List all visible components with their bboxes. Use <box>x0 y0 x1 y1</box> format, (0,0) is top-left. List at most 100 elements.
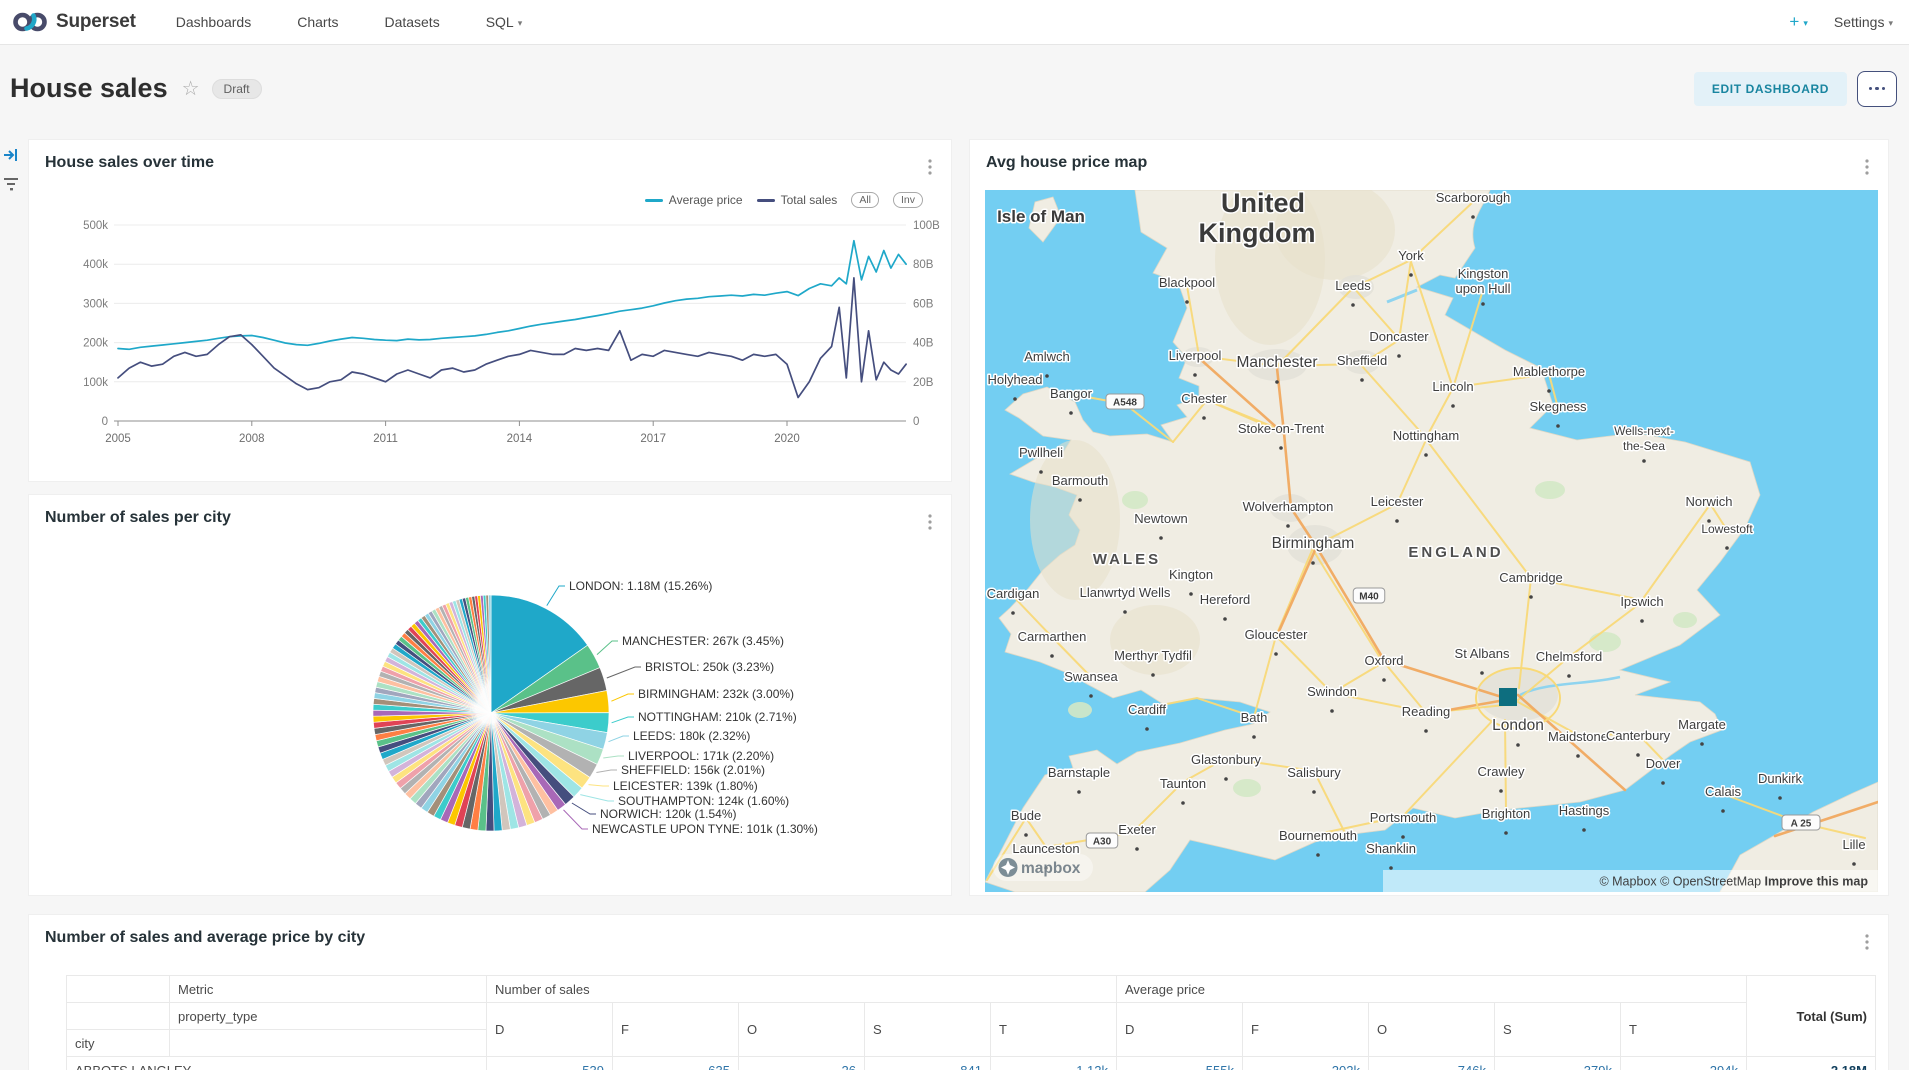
subcol-header-O: O <box>1368 1002 1495 1057</box>
pie-slice-label: NOTTINGHAM: 210k (2.71%) <box>638 710 797 724</box>
svg-text:0: 0 <box>102 416 108 428</box>
pie-label-line <box>580 794 614 802</box>
pie-chart: LONDON: 1.18M (15.26%) MANCHESTER: 267k (… <box>29 495 953 897</box>
map-city-label: Hereford <box>1200 592 1251 607</box>
nav-item-datasets[interactable]: Datasets <box>384 14 440 30</box>
header-actions: EDIT DASHBOARD <box>1693 70 1897 107</box>
chart-title: Number of sales and average price by cit… <box>45 929 366 946</box>
map-city-label: Merthyr Tydfil <box>1114 648 1192 663</box>
map-city-label: Cardigan <box>987 586 1040 601</box>
pie-label-line <box>606 666 641 679</box>
nav-item-charts[interactable]: Charts <box>297 14 339 30</box>
pie-slice-label: BRISTOL: 250k (3.23%) <box>645 660 774 674</box>
legend-swatch <box>756 198 775 202</box>
subcol-header-S: S <box>1494 1002 1621 1057</box>
pie-slice-other[interactable] <box>488 594 492 714</box>
corner-cell <box>66 975 170 1003</box>
legend-item[interactable]: Total sales <box>756 193 837 207</box>
map-city-label: Canterbury <box>1606 728 1671 743</box>
card-menu-button[interactable] <box>923 158 937 176</box>
subcol-header-T: T <box>1620 1002 1747 1057</box>
chart-card-house-sales-over-time: House sales over time Average price Total… <box>28 139 952 482</box>
map-country-label: Isle of Man <box>997 207 1085 226</box>
line-chart-svg: 500k 100B 400k 80B 300k 60B 200k 40B 100k 20B 0 0 20… <box>83 220 940 445</box>
map-city-label: Holyhead <box>988 372 1043 387</box>
mapbox-logo[interactable]: mapbox <box>993 854 1093 881</box>
map-city-label: Barnstaple <box>1048 765 1110 780</box>
nav-right: + ▾ Settings ▾ <box>1789 12 1893 32</box>
superset-brand[interactable]: Superset <box>12 9 136 35</box>
nav-item-sql[interactable]: SQL ▾ <box>485 14 523 30</box>
expand-filter-bar-icon[interactable] <box>3 147 19 163</box>
svg-text:100B: 100B <box>913 220 940 232</box>
map-city-label: Carmarthen <box>1018 629 1087 644</box>
svg-text:400k: 400k <box>83 259 108 271</box>
settings-menu[interactable]: Settings ▾ <box>1833 14 1893 30</box>
legend-toggle-inv[interactable]: Inv <box>892 192 923 208</box>
table-row: ABBOTS LANGLEY 539 635 26 841 1.12k 555k 202k 74… <box>66 1056 1876 1070</box>
svg-text:2020: 2020 <box>774 433 800 445</box>
map-city-label: Birmingham <box>1272 535 1355 552</box>
map-region-label: ENGLAND <box>1408 544 1503 561</box>
legend-toggle-all[interactable]: All <box>851 192 879 208</box>
value-cell: 539 <box>486 1056 613 1070</box>
pie-label-line <box>603 755 624 759</box>
nav-item-dashboards[interactable]: Dashboards <box>175 14 252 30</box>
value-cell: 746k <box>1368 1056 1495 1070</box>
map-city-label: Wells-next-the-Sea <box>1614 424 1674 453</box>
map-attribution[interactable]: © Mapbox © OpenStreetMap Improve this ma… <box>1599 875 1868 889</box>
pie-slice-label: SHEFFIELD: 156k (2.01%) <box>621 763 765 777</box>
map-city-label: Hastings <box>1559 803 1610 818</box>
group-header-number-of-sales: Number of sales <box>486 975 1117 1003</box>
card-menu-button[interactable] <box>1860 933 1874 951</box>
line-series-total-sales <box>117 277 907 399</box>
map-city-label: Taunton <box>1160 776 1206 791</box>
map-city-label: Margate <box>1678 717 1726 732</box>
value-cell: 202k <box>1242 1056 1369 1070</box>
chart-card-number-of-sales-per-city: Number of sales per city LONDON: 1.18M (… <box>28 494 952 896</box>
map-city-label: Leeds <box>1335 278 1371 293</box>
legend-item[interactable]: Average price <box>644 193 743 207</box>
map-city-label: Exeter <box>1118 822 1156 837</box>
pie-slice-label: MANCHESTER: 267k (3.45%) <box>622 634 784 648</box>
filter-list-icon[interactable] <box>3 175 19 191</box>
pie-slice-label: LEEDS: 180k (2.32%) <box>633 729 750 743</box>
map-city-label: Sheffield <box>1337 353 1387 368</box>
new-item-button[interactable]: + ▾ <box>1789 12 1808 31</box>
pie-label-line <box>596 640 618 655</box>
map-city-label: York <box>1398 248 1424 263</box>
card-menu-button[interactable] <box>923 513 937 531</box>
map-country-label: United <box>1221 190 1305 218</box>
pie-slice-london[interactable] <box>490 594 589 714</box>
brand-name: Superset <box>56 11 136 32</box>
value-cell: 379k <box>1494 1056 1621 1070</box>
chevron-down-icon: ▾ <box>1888 18 1893 28</box>
svg-text:A30: A30 <box>1093 837 1112 848</box>
superset-logo-icon <box>13 12 47 32</box>
svg-text:M40: M40 <box>1359 592 1379 603</box>
map-city-label: Dunkirk <box>1758 771 1803 786</box>
group-header-average-price: Average price <box>1116 975 1747 1003</box>
map-city-label: Liverpool <box>1169 348 1222 363</box>
chevron-down-icon: ▾ <box>517 18 523 28</box>
subcol-header-F: F <box>612 1002 739 1057</box>
edit-dashboard-button[interactable]: EDIT DASHBOARD <box>1693 71 1847 106</box>
map-city-label: Cardiff <box>1128 702 1166 717</box>
map-marker-london[interactable] <box>1499 688 1517 706</box>
map-road-shield <box>1085 832 1119 849</box>
map-city-label: Crawley <box>1478 764 1525 779</box>
subcol-header-F: F <box>1242 1002 1369 1057</box>
chart-title: House sales over time <box>45 154 214 171</box>
total-sum-header: Total (Sum) <box>1746 975 1876 1057</box>
more-actions-button[interactable] <box>1857 70 1897 107</box>
pie-label-line <box>571 802 596 815</box>
favorite-star-icon[interactable]: ☆ <box>181 78 200 100</box>
map-city-label: Manchester <box>1237 354 1318 371</box>
property-type-header: property_type <box>169 1002 487 1030</box>
value-cell: 26 <box>738 1056 865 1070</box>
card-menu-button[interactable] <box>1860 158 1874 176</box>
map-city-label: Mablethorpe <box>1513 364 1585 379</box>
map-city-label: Launceston <box>1012 841 1079 856</box>
map-canvas[interactable]: United Kingdom Isle of Man WALES ENGLAND Scar… <box>984 175 1880 893</box>
